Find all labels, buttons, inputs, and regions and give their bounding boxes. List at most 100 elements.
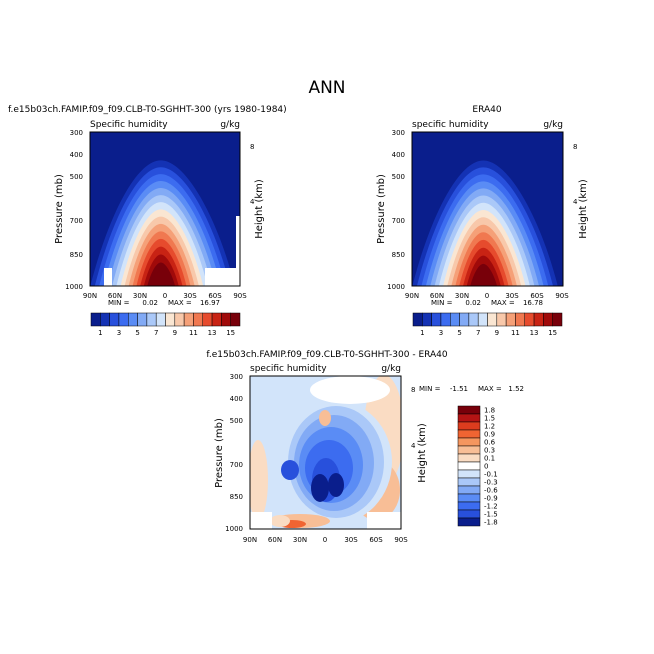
colorbar-label: -0.1 [484, 471, 498, 479]
colorbar-swatch [515, 312, 525, 327]
panel-c-frame [249, 375, 402, 530]
contour-fill [281, 460, 299, 480]
xtick-label: 90S [555, 292, 569, 300]
panel-b-ylabel: Pressure (mb) [376, 174, 387, 244]
panel-b-frame [411, 131, 564, 287]
panel-c-contours [250, 376, 401, 529]
panel-b-xticks: 90N 60N 30N 0 30S 60S 90S [405, 292, 569, 300]
colorbar-label: -1.2 [484, 503, 498, 511]
colorbar-swatch [457, 469, 481, 479]
panel-obs: ERA40 specific humidity g/kg Pressure (m… [376, 105, 589, 337]
ytick-label: 850 [70, 251, 83, 259]
colorbar-swatch [422, 312, 432, 327]
colorbar-swatch [457, 485, 481, 495]
colorbar-obs: 1 3 5 7 9 11 13 15 [412, 312, 563, 337]
panel-a-ylabel-right: Height (km) [254, 179, 265, 239]
xtick-label: 30S [505, 292, 519, 300]
colorbar-swatch [468, 312, 479, 327]
panel-c-ylabel: Pressure (mb) [214, 418, 225, 488]
ytick-right-label: 8 [573, 143, 577, 151]
panel-c-min-value: -1.51 [450, 385, 468, 393]
xtick-label: 30N [293, 536, 307, 544]
xtick-label: 90N [243, 536, 257, 544]
colorbar-swatch [230, 312, 241, 327]
panel-b-variable: specific humidity [412, 120, 489, 130]
missing-data-mask [250, 512, 272, 529]
colorbar-swatch [90, 312, 101, 327]
colorbar-swatch [128, 312, 138, 327]
ytick-label: 1000 [225, 525, 243, 533]
colorbar-label: -0.6 [484, 487, 498, 495]
ytick-label: 850 [230, 493, 243, 501]
xtick-label: 0 [163, 292, 167, 300]
panel-model: f.e15b03ch.FAMIP.f09_f09.CLB-T0-SGHHT-30… [8, 105, 287, 337]
colorbar-swatch [412, 312, 423, 327]
xtick-label: 90N [405, 292, 419, 300]
xtick-label: 60N [108, 292, 122, 300]
panel-diff: f.e15b03ch.FAMIP.f09_f09.CLB-T0-SGHHT-30… [206, 350, 524, 544]
colorbar-swatch [533, 312, 544, 327]
ytick-right-label: 4 [573, 198, 578, 206]
ytick-label: 1000 [65, 283, 83, 291]
colorbar-swatch [146, 312, 157, 327]
ytick-label: 300 [392, 129, 405, 137]
panel-b-contours [412, 132, 563, 286]
panel-a-variable: Specific humidity [90, 120, 168, 130]
panel-c-max-label: MAX = [478, 385, 502, 393]
panel-a-contours [90, 132, 240, 286]
panel-c-variable: specific humidity [250, 364, 327, 374]
colorbar-swatch [457, 437, 481, 447]
xtick-label: 60N [268, 536, 282, 544]
xtick-label: 90S [394, 536, 408, 544]
colorbar-swatch [457, 405, 481, 415]
contour-fill [311, 474, 329, 502]
colorbar-label: -1.5 [484, 511, 498, 519]
colorbar-label: 15 [226, 329, 235, 337]
ytick-label: 300 [230, 373, 243, 381]
colorbar-label: 0 [484, 463, 488, 471]
colorbar-label: 1 [420, 329, 424, 337]
panel-a-max-label: MAX = [168, 299, 192, 307]
xtick-label: 30N [455, 292, 469, 300]
panel-c-max-value: 1.52 [508, 385, 524, 393]
ytick-label: 400 [392, 151, 405, 159]
colorbar-swatch [496, 312, 507, 327]
contour-fill [270, 515, 290, 527]
panel-a-frame [89, 131, 241, 287]
panel-b-ylabel-right: Height (km) [578, 179, 589, 239]
colorbar-label: 5 [457, 329, 461, 337]
colorbar-swatch [543, 312, 553, 327]
colorbar-swatch [477, 312, 488, 327]
ytick-label: 400 [70, 151, 83, 159]
xtick-label: 60N [430, 292, 444, 300]
colorbar-swatch [100, 312, 110, 327]
panel-a-ylabel: Pressure (mb) [54, 174, 65, 244]
contour-fill [328, 473, 344, 497]
ytick-label: 400 [230, 395, 243, 403]
xtick-label: 30S [344, 536, 358, 544]
colorbar-swatch [457, 445, 481, 455]
xtick-label: 0 [485, 292, 489, 300]
ytick-right-label: 8 [250, 143, 254, 151]
ytick-label: 500 [392, 173, 405, 181]
ytick-label: 850 [392, 251, 405, 259]
missing-data-mask [104, 268, 112, 286]
panel-c-title: f.e15b03ch.FAMIP.f09_f09.CLB-T0-SGHHT-30… [206, 350, 448, 360]
colorbar-label: 5 [135, 329, 139, 337]
ytick-label: 500 [70, 173, 83, 181]
colorbar-label: 9 [495, 329, 499, 337]
xtick-label: 90S [233, 292, 247, 300]
contour-fill [473, 272, 494, 286]
colorbar-swatch [457, 509, 481, 519]
colorbar-label: 11 [511, 329, 520, 337]
panel-a-units: g/kg [220, 120, 240, 130]
missing-data-mask [236, 216, 240, 286]
colorbar-label: 13 [208, 329, 217, 337]
panel-b-yticks: 300 400 500 700 850 1000 8 4 [387, 129, 578, 291]
panel-c-min-label: MIN = [419, 385, 441, 393]
ytick-label: 300 [70, 129, 83, 137]
colorbar-swatch [431, 312, 442, 327]
colorbar-label: 0.6 [484, 439, 496, 447]
colorbar-swatch [440, 312, 451, 327]
